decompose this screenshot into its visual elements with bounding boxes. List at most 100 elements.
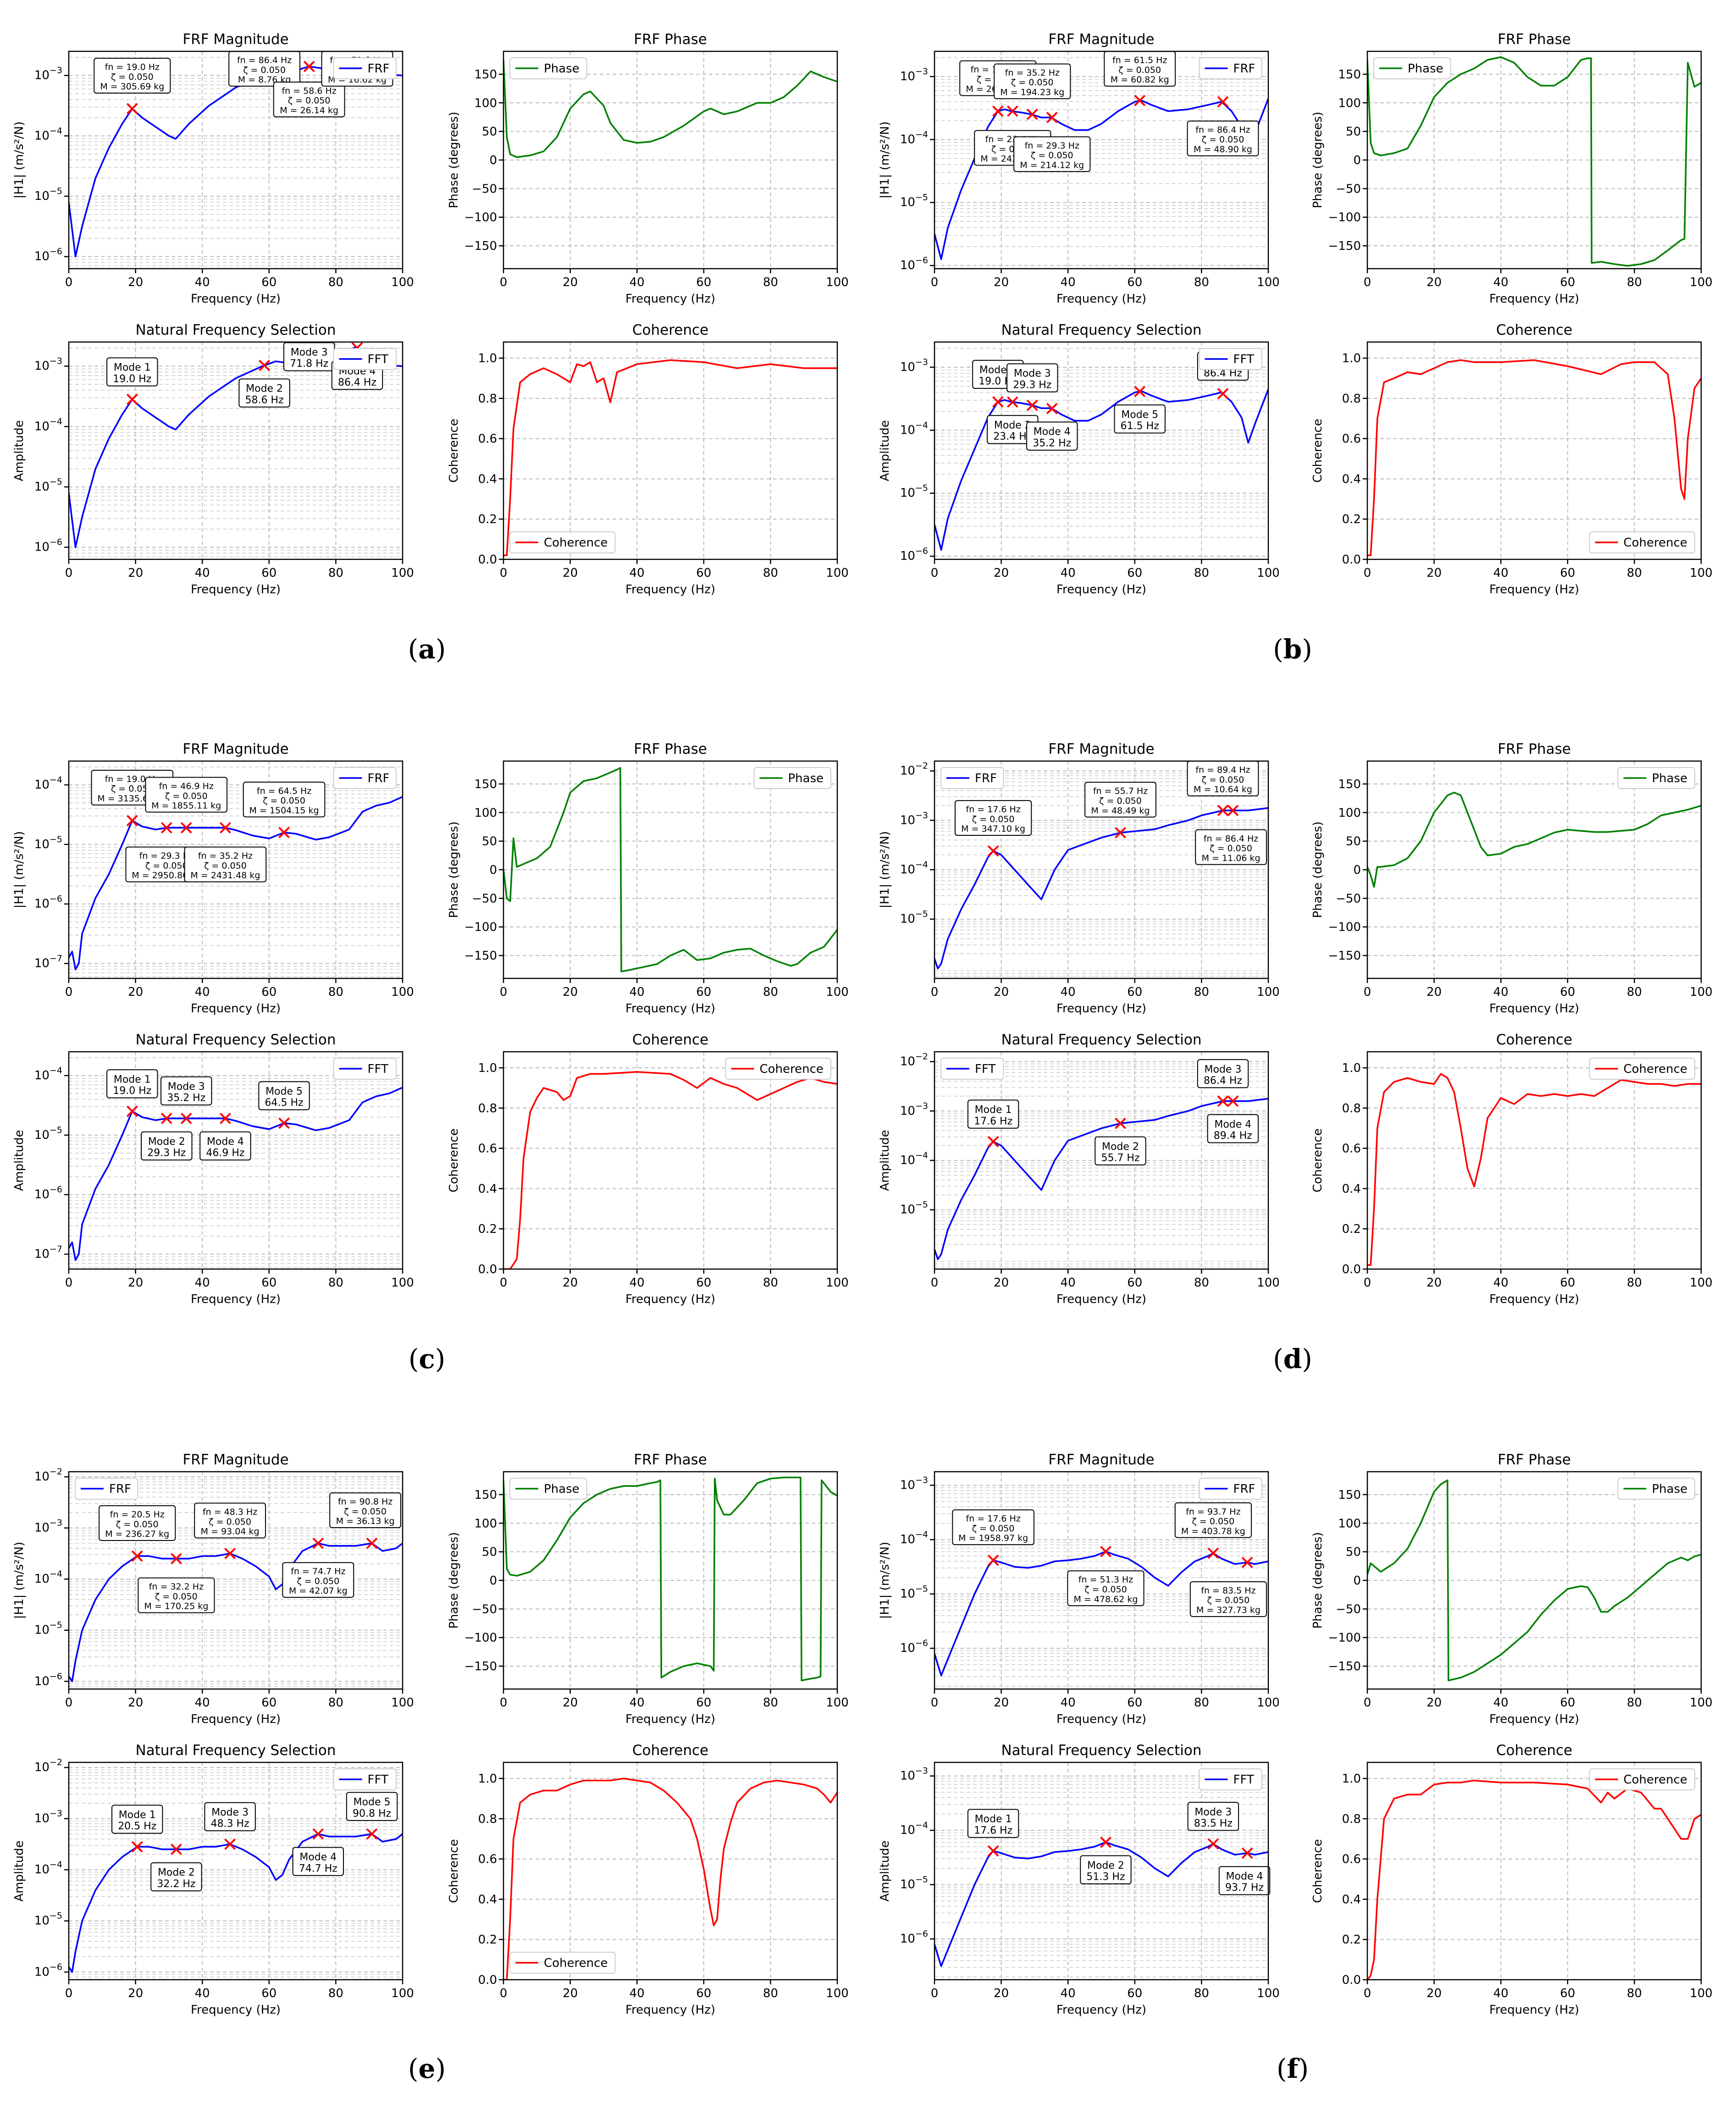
x-axis-label: Frequency (Hz): [1489, 292, 1579, 306]
coherence-series-line: [1367, 1779, 1701, 1980]
x-tick-label: 80: [328, 276, 343, 289]
x-tick-label: 60: [1127, 985, 1142, 999]
x-axis-label: Frequency (Hz): [1489, 2003, 1579, 2017]
y-tick-label: 10−5: [900, 483, 928, 500]
frf-series-line: [69, 1542, 403, 1683]
y-tick-label: 50: [1346, 835, 1361, 849]
annotation-text: fn = 93.7 Hz: [1186, 1507, 1240, 1517]
legend-box: [333, 348, 397, 370]
annotation-text: M = 347.10 kg: [961, 824, 1025, 834]
x-tick-label: 80: [1627, 1696, 1642, 1710]
annotation-text: M = 1958.97 kg: [958, 1533, 1028, 1543]
y-axis-label: Phase (degrees): [447, 112, 461, 209]
x-tick-label: 100: [826, 1696, 849, 1710]
annotation-text: fn = 90.8 Hz: [338, 1497, 393, 1507]
mode-marker: [992, 105, 1004, 117]
x-tick-label: 40: [1493, 1276, 1509, 1290]
plot-area: [503, 1762, 837, 1980]
chart-title: FRF Magnitude: [1048, 741, 1154, 757]
y-axis-label: Phase (degrees): [447, 822, 461, 918]
x-tick-label: 100: [826, 1987, 849, 2000]
x-tick-label: 80: [328, 1696, 343, 1710]
y-tick-label: −100: [1328, 211, 1361, 225]
x-tick-label: 60: [1560, 985, 1575, 999]
legend-box: [1617, 767, 1695, 789]
annotation-text: ζ = 0.050: [1210, 844, 1252, 854]
x-tick-label: 40: [1061, 1276, 1076, 1290]
y-tick-label: 10−6: [900, 255, 928, 272]
mode-marker: [1217, 805, 1229, 817]
frf-phase-chart: −150 −100 −50 0 50 100 150 0 20 40 60 80 100 FRF Phas…: [447, 1452, 849, 1726]
chart-title: FRF Magnitude: [182, 1452, 288, 1468]
x-tick-label: 60: [261, 1987, 276, 2000]
x-tick-label: 40: [630, 1276, 645, 1290]
y-tick-label: 0.0: [1342, 553, 1361, 567]
x-axis-label: Frequency (Hz): [191, 1292, 281, 1306]
legend-label: FFT: [368, 353, 388, 366]
annotation-text: 90.8 Hz: [353, 1808, 391, 1819]
annotation-text: M = 2431.48 kg: [190, 871, 260, 881]
panel-label-c: (c): [408, 1343, 446, 1375]
annotation-text: fn = 35.2 Hz: [198, 851, 253, 861]
chart-title: FRF Magnitude: [1048, 31, 1154, 48]
y-axis-label: Coherence: [447, 419, 461, 482]
natural-frequency-selection-chart: 10−6 10−5 10−4 10−3 0 20 40 60 80 100 Natural Freq…: [878, 1742, 1280, 2017]
x-tick-label: 80: [763, 985, 778, 999]
annotation-frame: [138, 1577, 215, 1613]
y-tick-label: 10−7: [34, 1244, 62, 1261]
annotation-text: ζ = 0.050: [972, 1524, 1015, 1534]
x-tick-label: 0: [931, 1276, 939, 1290]
x-tick-label: 20: [1426, 1987, 1442, 2000]
coherence-chart: 0.0 0.2 0.4 0.6 0.8 1.0 0 20 40 60 80 100 Coherence F…: [447, 1742, 849, 2017]
annotation-frame: [111, 1805, 163, 1834]
annotation-text: ζ = 0.050: [1084, 1585, 1127, 1595]
annotation-frame: [1197, 1059, 1249, 1088]
annotation-frame: [955, 800, 1032, 836]
y-tick-label: 10−5: [900, 193, 928, 210]
x-tick-label: 100: [1690, 276, 1713, 289]
legend-label: Coherence: [544, 536, 608, 550]
annotation-text: ζ = 0.050: [263, 796, 305, 806]
x-tick-label: 40: [630, 1987, 645, 2000]
x-tick-label: 20: [994, 1276, 1009, 1290]
annotation-text: fn = 86.4 Hz: [237, 55, 292, 66]
x-tick-label: 60: [1127, 276, 1142, 289]
mode-marker: [126, 815, 138, 827]
legend-box: [509, 57, 587, 79]
y-tick-label: 10−3: [900, 1475, 928, 1492]
x-tick-label: 20: [994, 1696, 1009, 1710]
annotation-text: 20.5 Hz: [118, 1821, 156, 1832]
annotation-frame: [346, 1792, 398, 1821]
y-tick-label: 1.0: [1342, 352, 1361, 365]
annotation-text: ζ = 0.050: [1031, 150, 1073, 160]
y-tick-label: −150: [1328, 239, 1361, 253]
x-tick-label: 60: [1560, 566, 1575, 580]
y-tick-label: 10−4: [900, 420, 928, 437]
annotation-box: Mode 446.9 Hz: [199, 1131, 251, 1161]
chart-title: FRF Phase: [634, 741, 707, 757]
y-axis-label: Coherence: [447, 1839, 461, 1903]
annotation-text: Mode 3: [291, 347, 328, 359]
legend-box: [333, 767, 397, 789]
legend-box: [509, 1478, 587, 1500]
x-tick-label: 20: [563, 1696, 578, 1710]
x-axis-label: Frequency (Hz): [1056, 1292, 1146, 1306]
y-tick-label: 0: [1353, 1574, 1361, 1588]
y-tick-label: 0.0: [478, 553, 497, 567]
annotation-box: Mode 117.6 Hz: [967, 1809, 1019, 1838]
x-tick-label: 60: [261, 566, 276, 580]
legend-label: Phase: [788, 772, 824, 785]
y-axis-label: Phase (degrees): [1311, 1532, 1325, 1629]
y-tick-label: 0.8: [478, 392, 497, 406]
y-tick-label: 10−5: [900, 1875, 928, 1892]
legend-box: [1589, 531, 1695, 553]
legend: FRF: [333, 57, 397, 79]
annotation-text: Mode 4: [299, 1852, 337, 1863]
y-tick-label: 10−6: [34, 1185, 62, 1202]
annotation-box: Mode 348.3 Hz: [204, 1802, 256, 1832]
y-tick-label: 10−5: [34, 1911, 62, 1928]
x-tick-label: 0: [931, 985, 939, 999]
annotation-text: 17.6 Hz: [974, 1825, 1012, 1836]
